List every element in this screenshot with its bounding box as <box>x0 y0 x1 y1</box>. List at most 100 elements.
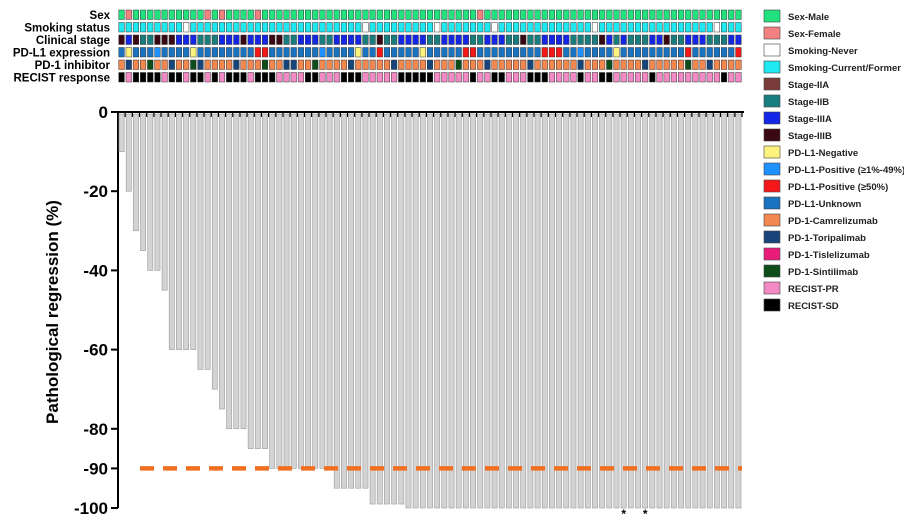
legend-label: Sex-Male <box>788 12 829 23</box>
bar <box>341 113 347 489</box>
track-cell <box>520 47 527 58</box>
track-cell <box>140 9 147 20</box>
track-cell <box>556 59 563 70</box>
track-cell <box>405 34 412 45</box>
bar <box>405 113 412 509</box>
track-cell <box>713 22 720 33</box>
track-cell <box>692 47 699 58</box>
track-cell <box>498 47 505 58</box>
track-cell <box>721 72 728 83</box>
track-cell <box>283 47 290 58</box>
bar <box>147 113 154 271</box>
bar <box>441 113 448 509</box>
track-cell <box>620 34 627 45</box>
track-cell <box>548 72 555 83</box>
track-cell <box>190 22 197 33</box>
track-cell <box>340 34 347 45</box>
track-cell <box>591 34 599 45</box>
track-cell <box>276 9 283 20</box>
track-cell <box>254 47 261 58</box>
track-cell <box>484 9 491 20</box>
track-cell <box>591 9 599 20</box>
bar <box>391 113 398 505</box>
track-cell <box>261 47 269 58</box>
track-cell <box>699 34 706 45</box>
track-cell <box>426 72 434 83</box>
bar <box>204 113 211 370</box>
track-cell <box>599 72 606 83</box>
track-cell <box>398 59 405 70</box>
bar <box>642 113 649 509</box>
track-cell <box>269 34 276 45</box>
track-cell <box>362 47 369 58</box>
track-cell <box>355 47 362 58</box>
track-cell <box>649 34 656 45</box>
track-cell <box>548 22 555 33</box>
track-cell <box>376 34 383 45</box>
bar <box>427 113 433 509</box>
bar <box>211 113 218 390</box>
track-cell <box>161 9 168 20</box>
track-cell <box>498 59 505 70</box>
track-cell <box>692 22 699 33</box>
track-cell <box>233 59 240 70</box>
bar <box>635 113 641 509</box>
track-cell <box>642 22 649 33</box>
track-cell <box>132 34 139 45</box>
track-cell <box>599 22 606 33</box>
track-cell <box>455 72 462 83</box>
bar <box>541 113 548 509</box>
track-cell <box>498 22 505 33</box>
track-cell <box>591 22 599 33</box>
track-cell <box>247 59 254 70</box>
track-cell <box>290 59 297 70</box>
track-cell <box>434 34 441 45</box>
track-cell <box>305 34 312 45</box>
bar <box>570 113 577 509</box>
track-cell <box>721 9 728 20</box>
track-cell <box>319 59 326 70</box>
legend-swatch <box>763 60 781 74</box>
track-cell <box>175 34 183 45</box>
track-cell <box>204 59 211 70</box>
legend: Sex-Male Sex-Female Smoking-Never Smoking-C… <box>763 9 904 312</box>
track-cell <box>584 34 591 45</box>
track-cell <box>713 34 720 45</box>
bar <box>262 113 268 449</box>
track-cell <box>656 22 663 33</box>
track-cell <box>412 34 419 45</box>
track-cell <box>649 59 656 70</box>
track-cell <box>649 9 656 20</box>
legend-swatch <box>763 230 781 244</box>
track-cell <box>412 59 419 70</box>
track-cell <box>376 72 383 83</box>
track-cell <box>118 59 125 70</box>
bar <box>326 113 333 469</box>
track-cell <box>140 59 147 70</box>
track-cell <box>548 9 555 20</box>
legend-label: RECIST-PR <box>788 284 839 295</box>
track-cell <box>613 59 620 70</box>
bar <box>376 113 383 505</box>
bar <box>599 113 606 509</box>
legend-label: Sex-Female <box>788 29 841 40</box>
track-cell <box>118 9 125 20</box>
legend-label: PD-L1-Negative <box>788 148 858 159</box>
track-cell <box>348 72 355 83</box>
track-cell <box>656 47 663 58</box>
track-cell <box>663 9 670 20</box>
track-cell <box>340 9 347 20</box>
bar <box>269 113 276 469</box>
track-cell <box>398 72 405 83</box>
track-cell <box>218 22 226 33</box>
track-cell <box>469 34 477 45</box>
track-cell <box>211 9 218 20</box>
track-cell <box>247 72 254 83</box>
track-cell <box>477 9 484 20</box>
track-cell <box>197 72 204 83</box>
track-cell <box>505 22 512 33</box>
track-cell <box>491 47 498 58</box>
track-cell <box>541 34 548 45</box>
track-cell <box>527 72 534 83</box>
track-cell <box>412 9 419 20</box>
